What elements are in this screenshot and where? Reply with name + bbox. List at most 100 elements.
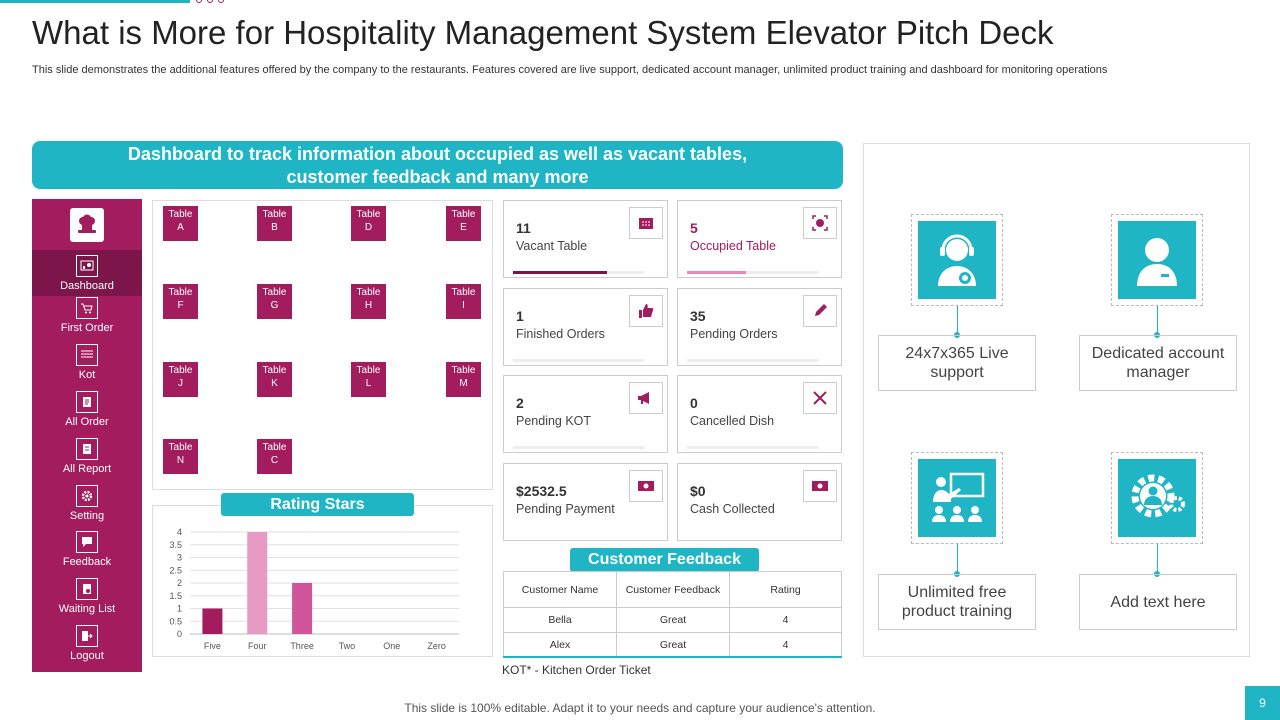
table-tile-letter: J xyxy=(178,378,183,389)
stat-card-pending-payment[interactable]: $2532.5 Pending Payment xyxy=(503,463,668,541)
stat-label: Finished Orders xyxy=(516,327,605,341)
stat-card-vacant-table[interactable]: 11 Vacant Table xyxy=(503,200,668,278)
table-cell: 4 xyxy=(729,632,842,658)
rating-stars-header: Rating Stars xyxy=(221,493,414,516)
table-grid-panel xyxy=(152,200,493,490)
table-tile-e[interactable]: Table E xyxy=(446,206,481,241)
sidebar-item-all-report[interactable]: All Report xyxy=(32,438,142,484)
table-tile-g[interactable]: Table G xyxy=(257,284,292,319)
document-icon xyxy=(76,391,98,413)
stat-card-finished-orders[interactable]: 1 Finished Orders xyxy=(503,288,668,366)
table-row: Bella Great 4 xyxy=(503,607,842,633)
sidebar-item-first-order[interactable]: First Order xyxy=(32,297,142,343)
stat-label: Pending Payment xyxy=(516,502,615,516)
table-tile-a[interactable]: Table A xyxy=(163,206,198,241)
table-cell: Alex xyxy=(503,632,617,658)
support-agent-icon xyxy=(918,221,996,299)
table-tile-i[interactable]: Table I xyxy=(446,284,481,319)
cutlery-cross-icon xyxy=(803,382,837,414)
column-header: Customer Feedback xyxy=(616,571,730,608)
sidebar-item-kot[interactable]: Kot xyxy=(32,344,142,390)
features-panel xyxy=(863,143,1250,657)
stat-value: 2 xyxy=(516,395,524,411)
feature-icon-frame xyxy=(1111,214,1203,306)
table-tile-letter: A xyxy=(177,222,184,233)
stat-value: 11 xyxy=(516,220,531,236)
stat-label: Pending KOT xyxy=(516,414,592,428)
connector-line xyxy=(1157,544,1158,574)
sidebar-item-label: First Order xyxy=(60,322,114,334)
connector-line xyxy=(957,544,958,574)
stat-progress-track xyxy=(687,271,818,274)
table-tile-label: Table xyxy=(451,287,476,298)
table-tile-c[interactable]: Table C xyxy=(257,439,292,474)
table-tile-letter: K xyxy=(271,378,278,389)
stat-label: Cancelled Dish xyxy=(690,414,775,428)
stat-progress-track xyxy=(513,271,644,274)
sidebar-item-all-order[interactable]: All Order xyxy=(32,391,142,437)
sidebar-item-label: Waiting List xyxy=(58,603,116,615)
table-tile-letter: G xyxy=(270,300,279,311)
table-cell: Great xyxy=(616,607,730,633)
stat-card-pending-orders[interactable]: 35 Pending Orders xyxy=(677,288,842,366)
feature-box-product-training: Unlimited free product training xyxy=(878,574,1036,630)
stat-card-cancelled-dish[interactable]: 0 Cancelled Dish xyxy=(677,375,842,453)
stat-card-pending-kot[interactable]: 2 Pending KOT xyxy=(503,375,668,453)
stat-progress-track xyxy=(687,446,818,449)
table-cell: Bella xyxy=(503,607,617,633)
table-tile-letter: E xyxy=(460,222,467,233)
stat-card-cash-collected[interactable]: $0 Cash Collected xyxy=(677,463,842,541)
target-icon xyxy=(803,207,837,239)
sidebar-item-label: Feedback xyxy=(62,556,112,568)
column-header: Rating xyxy=(729,571,842,608)
table-tile-letter: N xyxy=(176,455,185,466)
sidebar-item-label: Dashboard xyxy=(60,280,114,292)
decorative-dots xyxy=(196,0,224,3)
gear-icon xyxy=(76,485,98,507)
feature-box-account-manager: Dedicated account manager xyxy=(1079,335,1237,391)
thumbs-up-icon xyxy=(629,295,663,327)
table-tile-j[interactable]: Table J xyxy=(163,362,198,397)
stat-progress-track xyxy=(687,359,818,362)
gear-user-icon xyxy=(1118,459,1196,537)
table-header-row: Customer Name Customer Feedback Rating xyxy=(503,571,842,608)
cash-icon xyxy=(629,470,663,502)
x-tick-label: Three xyxy=(290,641,314,651)
y-tick-label: 2.5 xyxy=(169,565,182,575)
sidebar-item-setting[interactable]: Setting xyxy=(32,485,142,531)
feature-box-live-support: 24x7x365 Live support xyxy=(878,335,1036,391)
sidebar-item-dashboard[interactable]: Dashboard xyxy=(32,250,142,296)
table-tile-m[interactable]: Table M xyxy=(446,362,481,397)
list-icon xyxy=(76,344,98,366)
table-tile-label: Table xyxy=(168,209,193,220)
table-tile-label: Table xyxy=(356,365,381,376)
table-tile-n[interactable]: Table N xyxy=(163,439,198,474)
table-tile-b[interactable]: Table B xyxy=(257,206,292,241)
stat-progress-track xyxy=(513,446,644,449)
feature-icon-frame xyxy=(1111,452,1203,544)
table-tile-d[interactable]: Table D xyxy=(351,206,386,241)
calendar-icon xyxy=(629,207,663,239)
table-tile-l[interactable]: Table L xyxy=(351,362,386,397)
bar-five xyxy=(202,608,223,634)
table-tile-h[interactable]: Table H xyxy=(351,284,386,319)
chef-logo-icon xyxy=(70,208,104,242)
table-cell: Great xyxy=(616,632,730,658)
cart-icon xyxy=(76,297,98,319)
stat-progress-fill xyxy=(513,271,608,274)
sidebar-item-label: Kot xyxy=(78,369,96,381)
sidebar-item-logout[interactable]: Logout xyxy=(32,625,142,671)
stat-card-occupied-table[interactable]: 5 Occupied Table xyxy=(677,200,842,278)
kot-note: KOT* - Kitchen Order Ticket xyxy=(502,663,651,677)
table-tile-k[interactable]: Table K xyxy=(257,362,292,397)
training-icon xyxy=(918,459,996,537)
sidebar-item-feedback[interactable]: Feedback xyxy=(32,531,142,577)
cash-icon xyxy=(803,470,837,502)
report-icon xyxy=(76,438,98,460)
feature-icon-frame xyxy=(911,452,1003,544)
page-number: 9 xyxy=(1245,686,1280,720)
stat-label: Occupied Table xyxy=(690,239,776,253)
stat-value: 0 xyxy=(690,395,698,411)
sidebar-item-waiting-list[interactable]: Waiting List xyxy=(32,578,142,624)
table-tile-f[interactable]: Table F xyxy=(163,284,198,319)
